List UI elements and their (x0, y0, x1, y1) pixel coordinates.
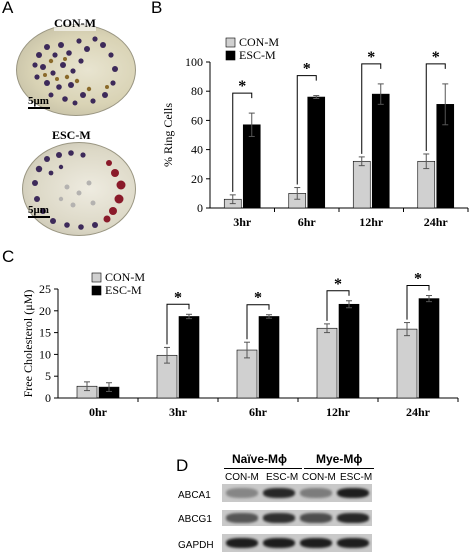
ring-chart-y-tick-label: 0 (197, 201, 203, 215)
scale-bar-con-m-label: 5μm (28, 95, 49, 107)
chol-chart-legend-label-con-m: CON-M (105, 270, 145, 284)
panel-b-letter: B (151, 0, 163, 17)
chol-chart-legend-label-esc-m: ESC-M (105, 283, 142, 297)
blot-band (337, 537, 369, 549)
ring-chart-x-tick-label: 12hr (359, 215, 384, 229)
ring-chart-y-label: % Ring Cells (161, 103, 175, 167)
ring-chart-significance-bracket (232, 92, 253, 192)
panel-d-letter: D (176, 456, 189, 475)
ring-chart-x-tick-label: 3hr (233, 215, 252, 229)
blot-strip-abca1 (222, 484, 372, 502)
panel-a-letter: A (2, 0, 14, 17)
scale-bar-esc-m (28, 216, 50, 218)
panel-c-letter: C (2, 247, 15, 266)
blot-lane-4: ESC-M (340, 472, 373, 483)
ring-chart-significance-bracket (361, 63, 382, 154)
chol-chart-significance-star: * (414, 271, 422, 288)
micrograph-esc-m (22, 142, 136, 236)
chol-chart-x-tick-label: 3hr (169, 405, 188, 419)
ring-chart-y-tick-label: 60 (191, 113, 203, 127)
ring-chart-significance-bracket (425, 63, 446, 151)
chol-chart-significance-star: * (174, 289, 182, 306)
chol-chart-significance-bracket (406, 285, 430, 320)
chol-chart-x-tick-label: 6hr (249, 405, 268, 419)
blot-row-label-abca1: ABCA1 (178, 490, 211, 501)
micrograph-con-m (16, 24, 136, 116)
blot-lane-2: ESC-M (266, 472, 299, 483)
chol-chart-y-tick-label: 25 (39, 282, 51, 296)
blot-band (300, 513, 332, 523)
con-m-droplets (32, 36, 118, 106)
chol-chart-bar-con-m (396, 328, 418, 399)
chol-chart-x-tick-label: 12hr (326, 405, 351, 419)
chol-chart-bar-esc-m (338, 303, 360, 399)
blot-row-label-abcg1: ABCG1 (178, 514, 212, 525)
blot-band (263, 537, 295, 549)
chol-chart-bar-esc-m (258, 316, 280, 399)
ring-chart-significance-star: * (367, 49, 375, 66)
ring-chart-significance-star: * (432, 49, 440, 66)
blot-band (337, 513, 369, 523)
ring-chart-significance-star: * (303, 61, 311, 78)
blot-group-naive: Naïve-Mϕ (232, 452, 288, 466)
blot-band (263, 513, 295, 523)
ring-chart-legend-swatch-con-m (225, 37, 236, 48)
chol-chart-bar-esc-m (178, 316, 200, 399)
blot-band (226, 537, 258, 549)
chol-chart-bar-esc-m (418, 298, 440, 399)
blot-strip-gapdh (222, 534, 372, 552)
ring-chart-y-tick-label: 80 (191, 84, 203, 98)
micrograph-esc-m-label: ESC-M (52, 128, 91, 142)
blot-lane-3: CON-M (302, 472, 336, 483)
chol-chart-y-tick-label: 5 (45, 369, 51, 383)
chol-chart-x-tick-label: 24hr (406, 405, 431, 419)
chol-chart-y-tick-label: 0 (45, 391, 51, 405)
blot-band (300, 537, 332, 549)
ring-chart-y-tick-label: 100 (185, 55, 203, 69)
micrograph-con-m-label: CON-M (54, 16, 96, 31)
chol-chart-significance-bracket (326, 290, 350, 321)
chol-chart-significance-bracket (166, 303, 190, 345)
ring-chart-x-tick-label: 24hr (424, 215, 449, 229)
chol-chart-significance-star: * (254, 290, 262, 307)
chol-chart-significance-star: * (334, 276, 342, 293)
blot-band (300, 487, 332, 499)
ring-chart-significance-star: * (238, 78, 246, 95)
chol-chart-y-tick-label: 20 (39, 304, 51, 318)
chol-chart-y-label: Free Cholesterol (μM) (21, 290, 35, 398)
ring-chart-legend-swatch-esc-m (225, 50, 236, 61)
chol-chart-bar-con-m (316, 327, 338, 399)
chol-chart-y-tick-label: 15 (39, 326, 51, 340)
blot-band (226, 487, 258, 499)
chol-chart-x-tick-label: 0hr (89, 405, 108, 419)
ring-chart-significance-bracket (296, 75, 317, 185)
ring-chart-x-tick-label: 6hr (298, 215, 317, 229)
scale-bar-esc-m-label: 5μm (28, 204, 49, 216)
scale-bar-con-m (28, 107, 50, 109)
blot-lane-1: CON-M (225, 472, 259, 483)
blot-strip-abcg1 (222, 510, 372, 526)
blot-group-naive-line (224, 468, 302, 469)
chol-chart-legend-swatch-esc-m (91, 285, 102, 296)
chol-chart-legend-swatch-con-m (91, 272, 102, 283)
blot-band (226, 513, 258, 523)
ring-chart-y-tick-label: 20 (191, 172, 203, 186)
ring-chart-y-tick-label: 40 (191, 143, 203, 157)
esc-m-droplets (32, 150, 126, 230)
blot-group-mye-line (304, 468, 374, 469)
blot-group-mye: Mye-Mϕ (316, 452, 363, 466)
chol-chart-significance-bracket (246, 304, 270, 340)
ring-chart-legend-label-con-m: CON-M (239, 35, 279, 49)
chol-chart-y-tick-label: 10 (39, 347, 51, 361)
blot-row-label-gapdh: GAPDH (178, 540, 214, 551)
blot-band (337, 487, 369, 499)
blot-band (263, 487, 295, 499)
ring-chart-legend-label-esc-m: ESC-M (239, 48, 276, 62)
